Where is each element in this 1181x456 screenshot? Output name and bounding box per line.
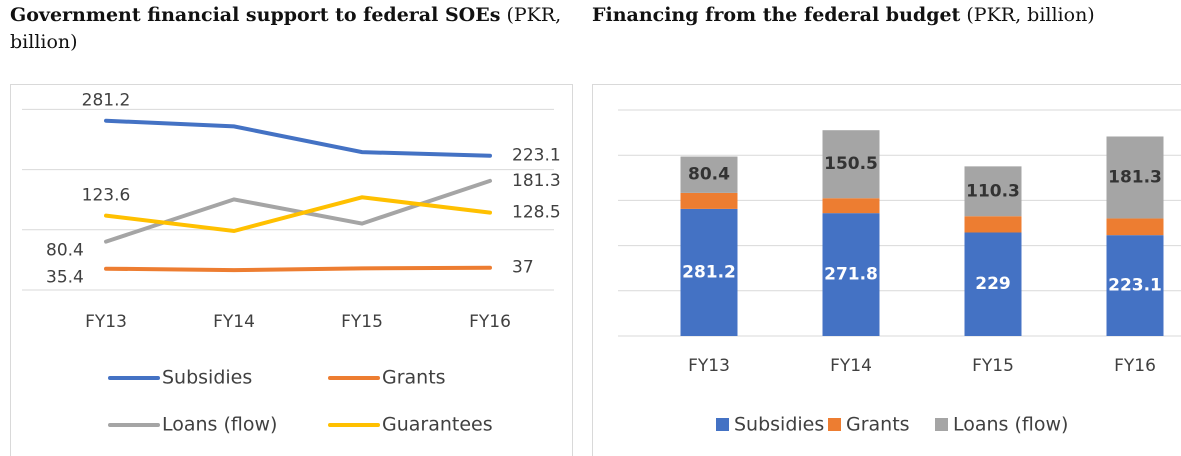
data-label: 281.2 [682, 262, 736, 282]
data-label: 80.4 [688, 165, 730, 185]
bar-segment [822, 198, 880, 214]
legend-label: Subsidies [162, 367, 252, 389]
line [104, 195, 492, 234]
title: Financing from the federal budget (PKR, … [592, 2, 1181, 29]
data-label: 181.3 [1108, 167, 1162, 187]
data-label: 128.5 [512, 203, 561, 223]
data-label: 35.4 [46, 268, 84, 288]
title-text: Government financial support to federal … [10, 4, 501, 26]
bar-segment [964, 216, 1022, 233]
x-tick-label: FY15 [972, 356, 1014, 376]
bar-segment [822, 130, 880, 199]
chart-frame [592, 84, 1181, 456]
data-label: 223.1 [512, 146, 561, 166]
legend-label: Loans (flow) [162, 414, 277, 436]
legend-swatch [716, 418, 729, 431]
legend-label: Grants [846, 414, 910, 436]
data-label: 181.3 [512, 171, 561, 191]
bar-segment [680, 192, 738, 209]
x-tick-label: FY13 [85, 312, 127, 332]
data-label: 123.6 [82, 186, 131, 206]
x-tick-label: FY15 [341, 312, 383, 332]
legend-label: Subsidies [734, 414, 824, 436]
legend-swatch [828, 418, 841, 431]
title-text: Financing from the federal budget [592, 4, 961, 26]
x-tick-label: FY14 [830, 356, 872, 376]
x-tick-label: FY16 [469, 312, 511, 332]
bar-segment [964, 166, 1022, 217]
legend-label: Guarantees [382, 414, 493, 436]
legend-label: Grants [382, 367, 446, 389]
legend-swatch [935, 418, 948, 431]
data-label: 281.2 [82, 91, 131, 111]
x-tick-label: FY14 [213, 312, 255, 332]
bar-segment [1106, 218, 1164, 236]
line [104, 118, 492, 158]
line [104, 265, 492, 273]
data-label: 150.5 [824, 154, 878, 174]
line [104, 178, 492, 244]
data-label: 110.3 [966, 181, 1020, 201]
bar-segment [680, 156, 738, 193]
bar-segment [822, 213, 880, 336]
legend-label: Loans (flow) [953, 414, 1068, 436]
data-label: 80.4 [46, 241, 84, 261]
data-label: 229 [975, 274, 1011, 294]
bar-segment [1106, 235, 1164, 336]
subtitle: (PKR, billion) [966, 4, 1095, 26]
subtitle: (PKR, billion) [10, 4, 562, 53]
bar-segment [964, 232, 1022, 336]
x-tick-label: FY13 [688, 356, 730, 376]
x-tick-label: FY16 [1114, 356, 1156, 376]
data-label: 223.1 [1108, 276, 1162, 296]
data-label: 37 [512, 258, 534, 278]
chart-frame [10, 84, 573, 456]
title: Government financial support to federal … [10, 2, 580, 56]
bar-segment [680, 208, 738, 336]
bar-segment [1106, 136, 1164, 219]
data-label: 271.8 [824, 265, 878, 285]
